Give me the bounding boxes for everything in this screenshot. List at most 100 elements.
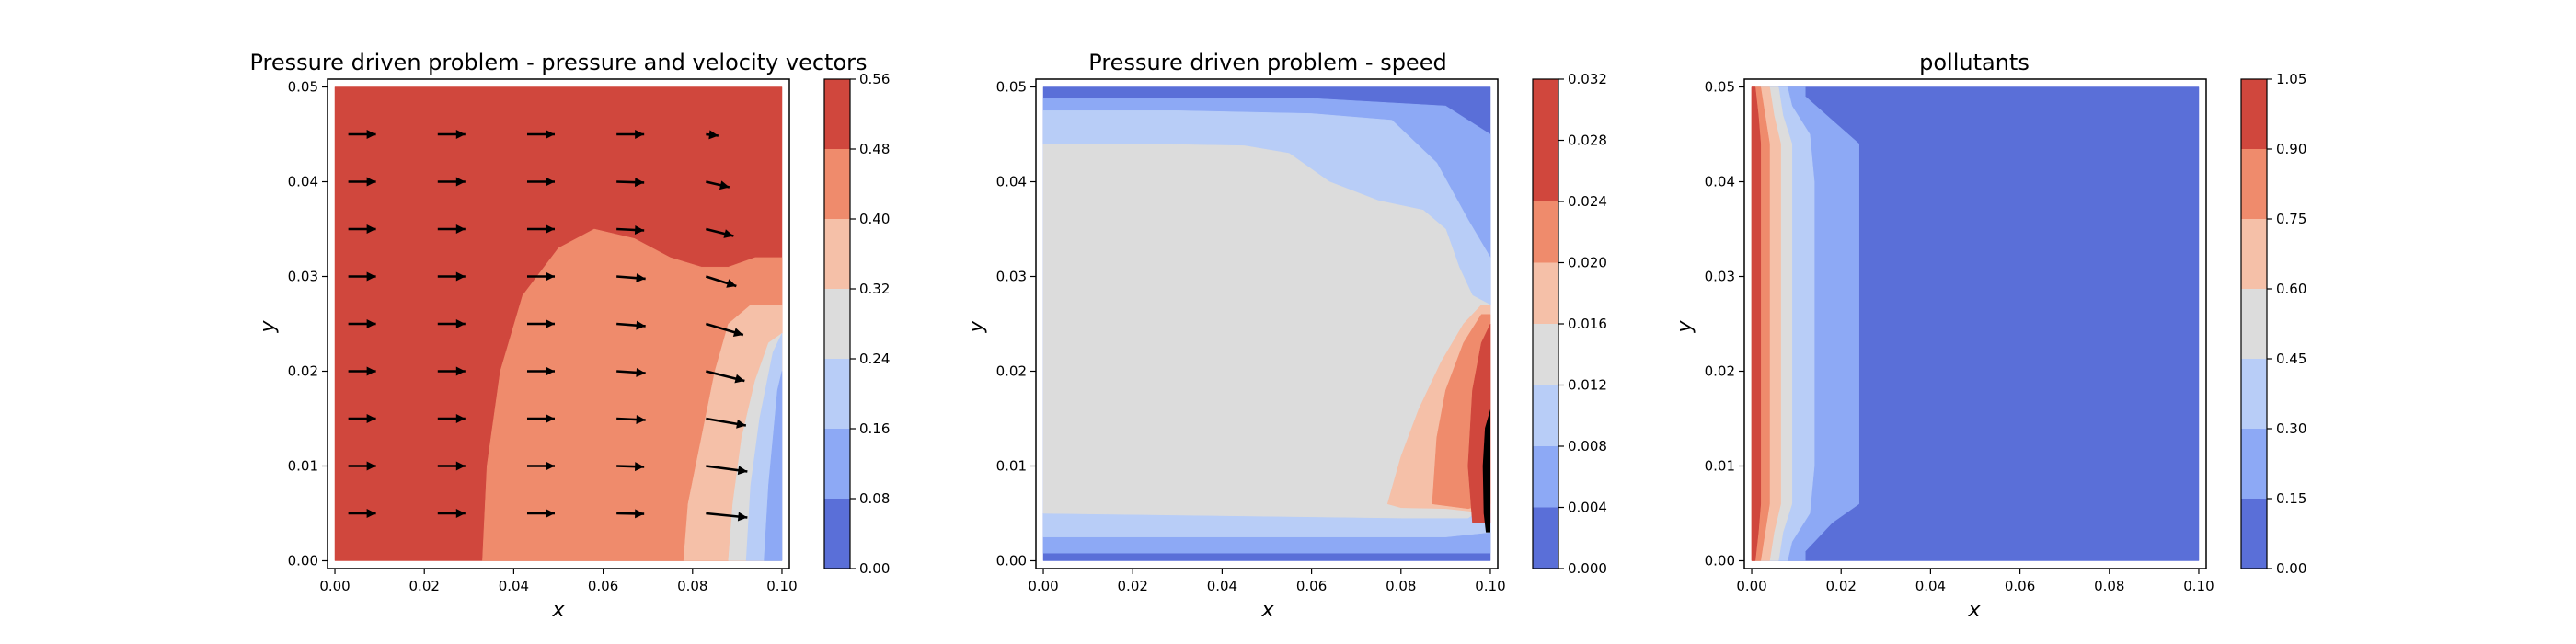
- y-axis-label: y: [965, 320, 988, 334]
- arrow-head: [366, 224, 376, 235]
- velocity-arrow: [526, 366, 555, 376]
- velocity-arrow: [616, 415, 646, 425]
- x-tick-label: 0.00: [1736, 578, 1766, 594]
- y-tick-label: 0.05: [996, 79, 1027, 96]
- velocity-arrow: [706, 370, 745, 384]
- y-axis-label: y: [257, 320, 280, 334]
- colorbar-tick-label: 1.05: [2276, 71, 2306, 87]
- velocity-arrow: [348, 271, 376, 282]
- x-tick-label: 0.04: [1207, 578, 1237, 594]
- arrow-head: [366, 413, 376, 423]
- velocity-arrow: [348, 319, 376, 328]
- arrow-head: [545, 319, 555, 328]
- arrow-head: [708, 130, 719, 140]
- colorbar-tick-label: 0.08: [859, 490, 890, 507]
- velocity-arrow: [348, 413, 376, 423]
- x-tick-label: 0.04: [1915, 578, 1946, 594]
- x-tick-label: 0.10: [2183, 578, 2214, 594]
- y-tick-label: 0.04: [996, 174, 1027, 190]
- y-tick-label: 0.05: [1705, 79, 1735, 96]
- velocity-arrow: [437, 130, 466, 140]
- arrow-head: [455, 508, 466, 518]
- y-tick-label: 0.03: [996, 269, 1027, 285]
- colorbar-segment: [1533, 324, 1558, 385]
- arrow-head: [545, 224, 555, 235]
- colorbar-tick-label: 0.028: [1568, 132, 1607, 149]
- colorbar: 0.00 0.08 0.16 0.24 0.32 0.40 0.48 0.56: [823, 71, 890, 577]
- arrow-head: [455, 224, 466, 235]
- colorbar-tick-label: 0.32: [859, 281, 890, 297]
- colorbar-tick-label: 0.15: [2276, 490, 2306, 507]
- colorbar-segment: [824, 219, 850, 289]
- x-tick-label: 0.08: [2094, 578, 2124, 594]
- arrow-head: [366, 130, 376, 140]
- velocity-arrow: [616, 225, 645, 235]
- y-tick-label: 0.03: [288, 269, 318, 285]
- arrow-head: [726, 279, 737, 288]
- velocity-arrow: [526, 461, 555, 471]
- arrow-head: [366, 319, 376, 328]
- colorbar-tick-label: 0.56: [859, 71, 890, 87]
- colorbar-tick-label: 0.45: [2276, 351, 2306, 367]
- arrow-head: [366, 508, 376, 518]
- arrow-head: [455, 366, 466, 376]
- arrow-head: [366, 177, 376, 187]
- axes-frame: [1743, 78, 2207, 569]
- x-ticks: 0.00 0.02 0.04 0.06 0.08 0.10: [1028, 569, 1506, 594]
- x-tick-label: 0.08: [677, 578, 707, 594]
- colorbar-segment: [2241, 429, 2267, 499]
- arrow-head: [736, 419, 746, 429]
- x-axis-label: x: [1260, 599, 1274, 622]
- colorbar-segment: [1533, 446, 1558, 508]
- velocity-arrow: [437, 319, 466, 328]
- arrow-head: [719, 180, 730, 190]
- colorbar-segment: [1533, 201, 1558, 263]
- velocity-arrow: [348, 177, 376, 187]
- y-axis-label: y: [1673, 320, 1696, 334]
- panel-speed: Pressure driven problem - speed 0.00 0.02…: [965, 50, 1607, 622]
- arrow-head: [734, 374, 745, 384]
- y-tick-label: 0.02: [288, 362, 318, 379]
- arrow-head: [366, 461, 376, 471]
- arrow-head: [636, 320, 646, 330]
- y-tick-label: 0.01: [996, 457, 1027, 474]
- velocity-arrow: [348, 508, 376, 518]
- colorbar-segment: [2241, 79, 2267, 149]
- colorbar: 0.00 0.15 0.30 0.45 0.60 0.75 0.90 1.05: [2240, 71, 2306, 577]
- velocity-arrow: [348, 224, 376, 235]
- y-tick-label: 0.03: [1705, 269, 1735, 285]
- y-tick-label: 0.05: [288, 79, 318, 96]
- arrow-head: [636, 415, 646, 425]
- arrow-head: [545, 413, 555, 423]
- colorbar-tick-label: 0.032: [1568, 71, 1607, 87]
- velocity-arrow: [348, 366, 376, 376]
- arrow-head: [545, 130, 555, 140]
- arrow-head: [635, 462, 645, 472]
- colorbar-segment: [824, 499, 850, 569]
- colorbar-segment: [2241, 499, 2267, 569]
- x-axis-label: x: [1967, 599, 1981, 622]
- colorbar-tick-label: 0.16: [859, 420, 890, 437]
- colorbar-tick-label: 0.012: [1568, 377, 1607, 394]
- axes-frame: [1035, 78, 1499, 569]
- y-tick-label: 0.00: [996, 552, 1027, 569]
- velocity-arrow: [616, 320, 646, 330]
- arrow-head: [635, 509, 645, 519]
- colorbar-segment: [2241, 219, 2267, 289]
- colorbar-segment: [1533, 507, 1558, 569]
- arrow-head: [545, 177, 555, 187]
- arrow-head: [635, 178, 645, 188]
- arrow-head: [634, 225, 645, 235]
- colorbar-tick-label: 0.000: [1568, 560, 1607, 577]
- colorbar-tick-label: 0.24: [859, 351, 890, 367]
- plot-area: [1035, 78, 1499, 569]
- velocity-arrow: [437, 224, 466, 235]
- velocity-arrow: [616, 462, 645, 472]
- arrow-head: [545, 461, 555, 471]
- velocity-arrow: [437, 366, 466, 376]
- y-ticks: 0.00 0.01 0.02 0.03 0.04 0.05: [996, 79, 1036, 569]
- colorbar-tick-label: 0.40: [859, 211, 890, 227]
- x-tick-label: 0.06: [588, 578, 618, 594]
- arrow-head: [635, 130, 645, 140]
- velocity-arrow: [437, 461, 466, 471]
